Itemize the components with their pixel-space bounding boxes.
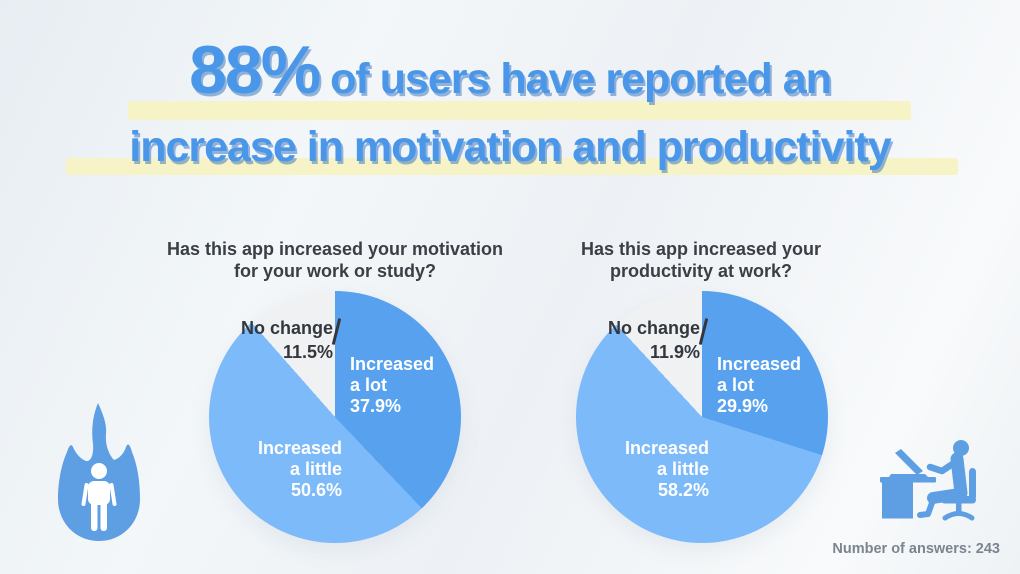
pie-chart-motivation: No change 11.5% Increased a lot 37.9% In… <box>209 291 461 543</box>
headline-highlight-bar-2 <box>66 158 958 175</box>
label-line: 11.9% <box>649 342 700 362</box>
label-line: Increased <box>257 438 342 458</box>
headline: 88% of users have reported an increase i… <box>0 34 1020 173</box>
headline-line-1-text: of users have reported an <box>319 55 832 103</box>
headline-stat: 88% <box>189 32 321 108</box>
label-line: No change <box>607 318 700 338</box>
chart-title-motivation: Has this app increased your motivation f… <box>150 238 520 282</box>
person-shin-icon <box>917 497 936 518</box>
answers-count: Number of answers: 243 <box>832 541 1000 557</box>
chart-title-line: productivity at work? <box>609 261 793 281</box>
label-line: 37.9% <box>350 396 402 416</box>
headline-line-2: increase in motivation and productivity <box>129 123 891 171</box>
slice-label-increased-a-lot: Increased a lot 29.9% <box>717 354 801 417</box>
chair-back-icon <box>969 468 976 500</box>
laptop-screen-icon <box>895 449 923 475</box>
label-line: a lot <box>350 375 388 395</box>
label-line: 11.5% <box>282 342 333 362</box>
chart-title-line: Has this app increased your motivation <box>166 239 504 259</box>
label-line: Increased <box>624 438 709 458</box>
label-line: Increased <box>350 354 435 374</box>
label-line: 29.9% <box>717 396 769 416</box>
slice-label-no-change: No change 11.9% <box>608 316 700 364</box>
label-line: No change <box>240 318 333 338</box>
person-icon <box>81 463 117 531</box>
flame-icon <box>58 403 140 541</box>
person-head-icon <box>953 440 969 456</box>
chart-title-line: for your work or study? <box>233 261 437 281</box>
headline-highlight-bar-1 <box>128 101 911 120</box>
label-line: 50.6% <box>290 480 342 500</box>
headline-line-1: 88% of users have reported an <box>0 34 1020 115</box>
desk-panel-icon <box>882 482 913 519</box>
desk-top-icon <box>880 477 936 483</box>
person-leg-icon <box>927 488 965 504</box>
chart-title-productivity: Has this app increased your productivity… <box>516 238 886 282</box>
label-line: a lot <box>717 375 755 395</box>
label-line: Increased <box>717 354 802 374</box>
chart-title-line: Has this app increased your <box>580 239 822 259</box>
slice-label-increased-a-little: Increased a little 50.6% <box>258 438 342 501</box>
label-line: a little <box>656 459 709 479</box>
person-arm-icon <box>926 459 958 475</box>
chair-base-icon <box>942 511 975 521</box>
slice-label-no-change: No change 11.5% <box>241 316 333 364</box>
slice-label-increased-a-lot: Increased a lot 37.9% <box>350 354 434 417</box>
slice-label-increased-a-little: Increased a little 58.2% <box>625 438 709 501</box>
chair-pedestal-icon <box>956 503 962 514</box>
label-line: 58.2% <box>657 480 709 500</box>
pie-chart-productivity: No change 11.9% Increased a lot 29.9% In… <box>576 291 828 543</box>
label-line: a little <box>289 459 342 479</box>
person-at-desk-icon <box>880 440 976 521</box>
person-torso-icon <box>950 452 968 500</box>
